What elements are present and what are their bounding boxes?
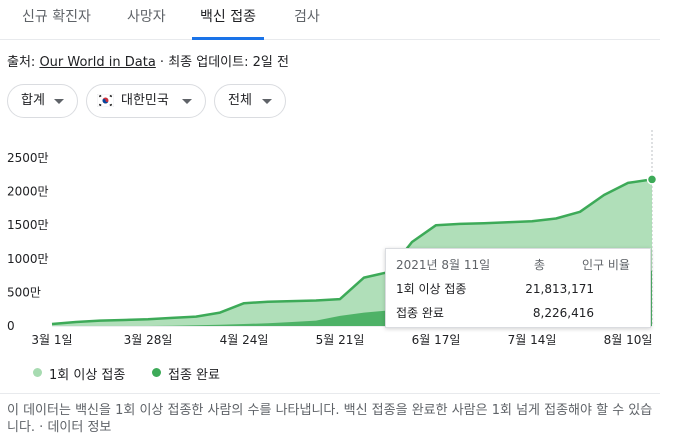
korea-flag-icon bbox=[97, 94, 114, 107]
tooltip-col-total: 총 bbox=[534, 258, 546, 272]
tooltip-row2-value: 8,226,416 bbox=[532, 306, 594, 320]
tooltip-col-ratio: 인구 비율 bbox=[582, 258, 630, 272]
chevron-down-icon bbox=[262, 99, 272, 104]
legend-label-first-dose: 1회 이상 접종 bbox=[49, 368, 126, 383]
tab-vaccination[interactable]: 백신 접종 bbox=[192, 6, 264, 40]
divider bbox=[0, 393, 660, 394]
tab-deaths[interactable]: 사망자 bbox=[127, 9, 166, 25]
x-tick-label: 7월 14일 bbox=[508, 333, 557, 347]
tooltip-row1-value: 21,813,171 bbox=[525, 282, 594, 296]
source-prefix: 출처: bbox=[7, 55, 40, 70]
x-tick-label: 6월 17일 bbox=[412, 333, 461, 347]
tab-tests[interactable]: 검사 bbox=[294, 9, 320, 25]
tooltip-header: 2021년 8월 11일 총 인구 비율 bbox=[386, 254, 650, 276]
legend-fully-vaccinated: 접종 완료 bbox=[152, 364, 220, 383]
tab-bar: 신규 확진자 사망자 백신 접종 검사 bbox=[0, 0, 660, 40]
chevron-down-icon bbox=[54, 99, 64, 104]
x-tick-label: 3월 28일 bbox=[124, 333, 173, 347]
endpoint-marker bbox=[646, 174, 658, 185]
legend-first-dose: 1회 이상 접종 bbox=[33, 364, 125, 383]
y-tick-label: 500만 bbox=[7, 285, 41, 299]
x-tick-label: 4월 24일 bbox=[220, 333, 269, 347]
tab-new-cases[interactable]: 신규 확진자 bbox=[22, 9, 91, 25]
y-tick-label: 0 bbox=[7, 319, 15, 333]
tooltip-row1-label: 1회 이상 접종 bbox=[396, 282, 467, 296]
chart-tooltip: 2021년 8월 11일 총 인구 비율 1회 이상 접종 21,813,171… bbox=[385, 248, 651, 328]
total-dropdown[interactable]: 합계 bbox=[7, 84, 78, 118]
tooltip-date: 2021년 8월 11일 bbox=[396, 258, 491, 272]
source-line: 출처: Our World in Data · 최종 업데이트: 2일 전 bbox=[7, 51, 289, 70]
country-dropdown-label: 대한민국 bbox=[121, 93, 169, 108]
series-line-1 bbox=[51, 178, 653, 326]
legend-dot-first-dose bbox=[33, 368, 42, 377]
y-tick-label: 1000만 bbox=[7, 252, 49, 266]
x-tick-label: 3월 1일 bbox=[31, 333, 72, 347]
y-tick-label: 1500만 bbox=[7, 218, 49, 232]
last-updated: · 최종 업데이트: 2일 전 bbox=[155, 55, 289, 70]
y-tick-label: 2000만 bbox=[7, 185, 49, 199]
x-tick-label: 8월 10일 bbox=[604, 333, 653, 347]
country-dropdown[interactable]: 대한민국 bbox=[86, 84, 206, 118]
tooltip-row-fully-vaccinated: 접종 완료 8,226,416 bbox=[386, 302, 650, 324]
tooltip-row-first-dose: 1회 이상 접종 21,813,171 bbox=[386, 278, 650, 300]
total-dropdown-label: 합계 bbox=[21, 93, 45, 108]
tooltip-row2-label: 접종 완료 bbox=[396, 306, 444, 320]
legend-label-fully-vaccinated: 접종 완료 bbox=[168, 368, 220, 383]
legend-dot-fully-vaccinated bbox=[152, 368, 161, 377]
data-note: 이 데이터는 백신을 1회 이상 접종한 사람의 수를 나타냅니다. 백신 접종… bbox=[7, 403, 653, 435]
y-tick-label: 2500만 bbox=[7, 151, 49, 165]
x-tick-label: 5월 21일 bbox=[316, 333, 365, 347]
source-link[interactable]: Our World in Data bbox=[39, 55, 156, 70]
chevron-down-icon bbox=[182, 99, 192, 104]
scope-dropdown[interactable]: 전체 bbox=[214, 84, 286, 118]
scope-dropdown-label: 전체 bbox=[228, 93, 252, 108]
